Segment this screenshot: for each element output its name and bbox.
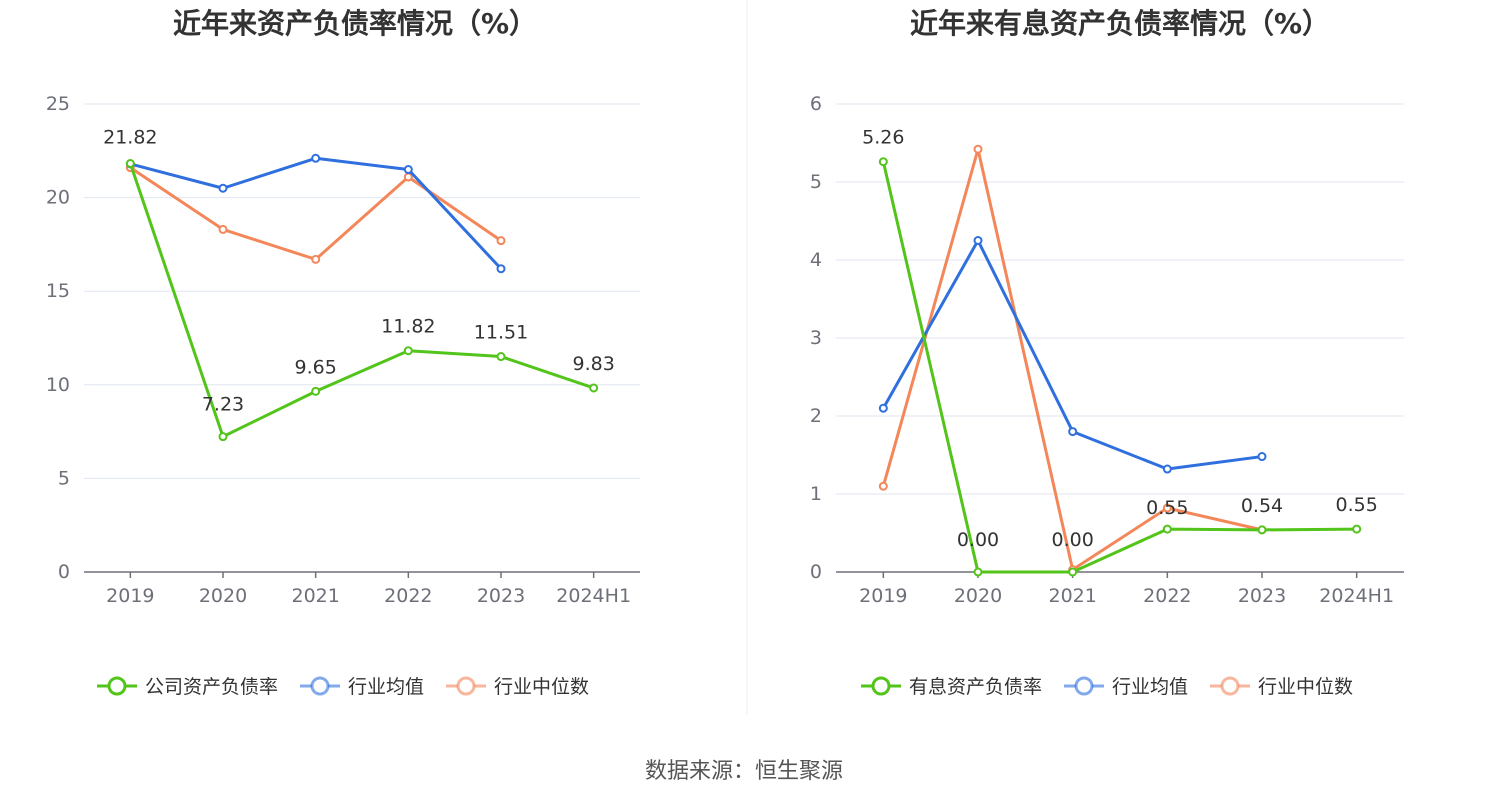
x-tick-label: 2020 [954,585,1002,607]
data-point [973,567,983,577]
x-tick-label: 2021 [1048,585,1096,607]
data-point [496,264,506,274]
legend-swatch-marker [107,676,127,696]
data-point [496,236,506,246]
data-label: 9.83 [573,353,615,375]
data-point [496,352,506,362]
series-line [129,156,503,270]
y-tick-label: 6 [810,93,822,115]
data-point [878,157,888,167]
data-label: 9.65 [295,356,337,378]
data-label: 11.82 [381,316,435,338]
legend-label: 有息资产负债率 [909,676,1042,698]
chart-interest-debt-ratio: 近年来有息资产负债率情况（%） 0 1 2 3 4 5 6 2019 2020 2021 2022 20… [810,7,1404,698]
series-line [129,166,502,261]
x-tick-label: 2022 [1143,585,1191,607]
data-point [1257,525,1267,535]
data-point [403,165,413,175]
y-tick-label: 0 [810,561,822,583]
data-point [1257,452,1267,462]
data-point [878,403,888,413]
data-label: 0.00 [957,529,999,551]
data-point [589,383,599,393]
data-point [218,183,228,193]
data-point [403,172,413,182]
data-label: 0.55 [1146,497,1188,519]
data-point [1352,524,1362,534]
y-tick-label: 25 [46,93,70,115]
legend-label: 行业中位数 [494,676,589,698]
data-point [218,224,228,234]
y-tick-label: 10 [46,374,70,396]
data-point [973,236,983,245]
data-label: 21.82 [103,127,157,149]
source-note: 数据来源：恒生聚源 [645,759,843,784]
y-tick-label: 0 [58,561,70,583]
data-point [1162,524,1172,534]
data-point [311,254,321,264]
data-point [403,346,413,356]
series-line [128,163,595,439]
legend-swatch-marker [456,676,476,696]
y-tick-label: 5 [810,171,822,193]
x-tick-label: 2023 [477,585,525,607]
legend-label: 行业均值 [1112,676,1188,698]
data-point [1068,427,1078,437]
data-label: 0.55 [1336,494,1378,516]
x-tick-label: 2019 [106,585,154,607]
x-tick-label: 2019 [859,585,907,607]
y-tick-label: 20 [46,187,70,209]
y-tick-label: 2 [810,405,822,427]
chart-debt-ratio: 近年来资产负债率情况（%） 0 5 10 15 20 25 2019 2020 2021 2022 2… [46,7,640,698]
data-point [311,386,321,396]
x-tick-label: 2024H1 [556,585,631,607]
data-label: 7.23 [202,394,244,416]
data-label: 0.00 [1052,529,1094,551]
data-point [1162,503,1172,513]
legend-label: 行业中位数 [1258,676,1353,698]
data-point [1162,464,1172,474]
y-tick-label: 4 [810,249,822,271]
data-label: 5.26 [862,127,904,149]
legend-swatch-marker [1220,676,1240,696]
chart-title: 近年来有息资产负债率情况（%） [910,7,1330,40]
data-point [1068,567,1078,577]
x-tick-label: 2022 [384,585,432,607]
data-point [878,481,888,491]
data-label: 0.54 [1241,495,1283,517]
x-tick-label: 2020 [199,585,247,607]
series-line [881,161,1357,574]
legend-swatch-marker [871,676,891,696]
x-tick-label: 2023 [1238,585,1286,607]
series-line [881,147,1263,572]
data-point [973,144,983,154]
legend-label: 行业均值 [348,676,424,698]
y-tick-label: 1 [810,483,822,505]
y-tick-label: 5 [58,467,70,489]
y-tick-label: 3 [810,327,822,349]
data-point [218,432,228,442]
x-tick-label: 2024H1 [1319,585,1394,607]
legend-label: 公司资产负债率 [145,676,278,698]
y-tick-label: 15 [46,280,70,302]
legend-swatch-marker [310,676,330,696]
data-label: 11.51 [474,322,528,344]
chart-title: 近年来资产负债率情况（%） [173,7,537,40]
x-tick-label: 2021 [291,585,339,607]
legend-swatch-marker [1074,676,1094,696]
data-point [125,159,135,169]
data-point [311,153,321,163]
